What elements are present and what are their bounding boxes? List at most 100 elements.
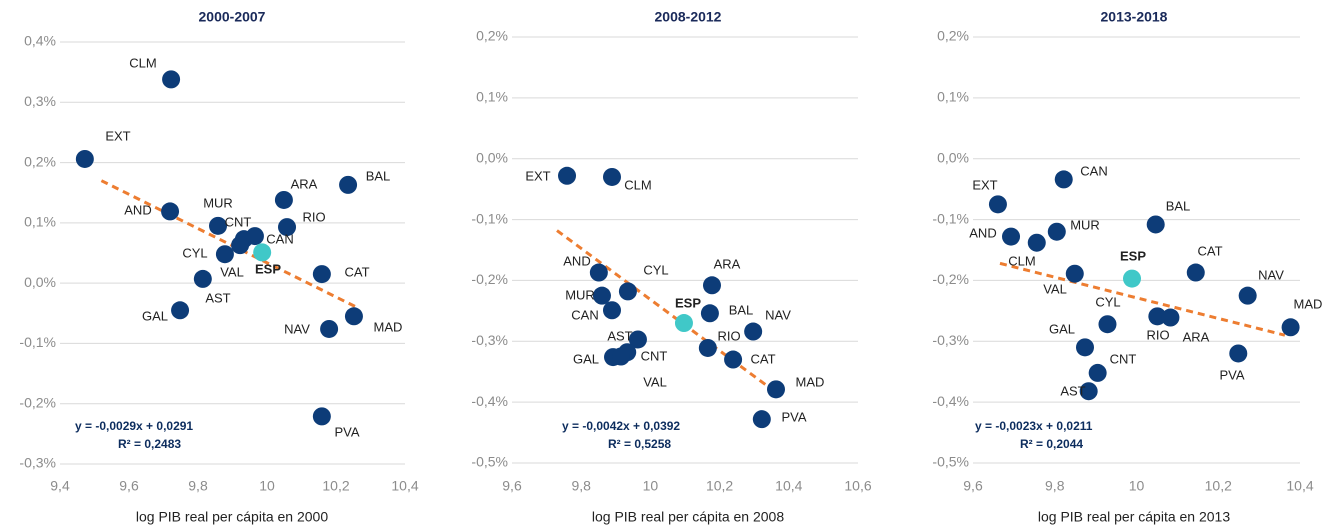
- point-label: VAL: [220, 264, 244, 279]
- data-point: [558, 166, 577, 185]
- point-label: NAV: [765, 307, 791, 322]
- data-point: [253, 243, 272, 262]
- y-tick-label: 0,2%: [24, 153, 56, 169]
- point-label: MAD: [1294, 296, 1323, 311]
- x-tick-label: 10,2: [1205, 478, 1232, 494]
- data-point: [209, 216, 228, 235]
- data-point: [674, 314, 693, 333]
- data-point: [1229, 344, 1248, 363]
- data-point: [1098, 315, 1117, 334]
- data-point: [278, 218, 297, 237]
- y-tick-label: -0,3%: [471, 332, 508, 348]
- point-label: CYL: [182, 245, 207, 260]
- y-tick-label: 0,4%: [24, 33, 56, 49]
- y-tick-label: -0,2%: [932, 271, 969, 287]
- data-point: [1088, 363, 1107, 382]
- data-point: [1047, 222, 1066, 241]
- chart-title: 2013-2018: [1101, 9, 1168, 25]
- point-label: CAN: [266, 231, 293, 246]
- point-label: CNT: [641, 348, 668, 363]
- point-label: RIO: [1146, 327, 1169, 342]
- y-tick-label: -0,5%: [932, 454, 969, 470]
- point-label: CLM: [129, 55, 156, 70]
- point-label: EXT: [105, 128, 130, 143]
- data-point: [274, 190, 293, 209]
- data-point: [162, 70, 181, 89]
- x-tick-label: 10: [643, 478, 659, 494]
- y-tick-label: 0,1%: [24, 214, 56, 230]
- point-label: MUR: [203, 195, 233, 210]
- point-label: PVA: [781, 409, 806, 424]
- point-label: EXT: [972, 177, 997, 192]
- x-tick-label: 10,2: [322, 478, 349, 494]
- point-label: ARA: [291, 176, 318, 191]
- trend-equation: y = -0,0029x + 0,0291: [75, 419, 193, 433]
- point-label: RIO: [302, 209, 325, 224]
- point-label: GAL: [142, 308, 168, 323]
- point-label: ESP: [1120, 248, 1146, 263]
- data-point: [628, 330, 647, 349]
- point-label: EXT: [525, 168, 550, 183]
- point-label: CLM: [1008, 253, 1035, 268]
- data-point: [744, 322, 763, 341]
- point-label: BAL: [729, 302, 754, 317]
- y-tick-label: 0,0%: [937, 149, 969, 165]
- y-tick-label: -0,2%: [471, 271, 508, 287]
- data-point: [698, 338, 717, 357]
- point-label: CNT: [1110, 351, 1137, 366]
- data-point: [161, 202, 180, 221]
- point-label: ESP: [675, 295, 701, 310]
- data-point: [1065, 264, 1084, 283]
- point-label: AND: [124, 202, 151, 217]
- point-label: CAN: [571, 307, 598, 322]
- point-label: AND: [969, 225, 996, 240]
- point-label: RIO: [717, 328, 740, 343]
- data-point: [215, 245, 234, 264]
- data-point: [766, 380, 785, 399]
- r-squared: R² = 0,2044: [1020, 437, 1083, 451]
- data-point: [1161, 308, 1180, 327]
- data-point: [1079, 382, 1098, 401]
- y-tick-label: -0,4%: [932, 393, 969, 409]
- data-point: [245, 227, 264, 246]
- point-label: ARA: [714, 256, 741, 271]
- point-label: CAT: [344, 264, 369, 279]
- trend-line: [556, 229, 782, 397]
- data-point: [724, 350, 743, 369]
- point-label: MUR: [565, 287, 595, 302]
- x-tick-label: 9,8: [571, 478, 591, 494]
- data-point: [1238, 286, 1257, 305]
- point-label: ESP: [255, 261, 281, 276]
- x-tick-label: 10,6: [844, 478, 871, 494]
- chart-title: 2000-2007: [199, 9, 266, 25]
- chart-title: 2008-2012: [655, 9, 722, 25]
- point-label: CAT: [750, 351, 775, 366]
- point-label: MAD: [374, 319, 403, 334]
- point-label: VAL: [1043, 281, 1067, 296]
- r-squared: R² = 0,2483: [118, 437, 181, 451]
- point-label: CAN: [1080, 163, 1107, 178]
- data-point: [1027, 233, 1046, 252]
- y-tick-label: 0,2%: [476, 28, 508, 44]
- point-label: GAL: [1049, 321, 1075, 336]
- x-tick-label: 10,4: [1286, 478, 1313, 494]
- x-axis-title: log PIB real per cápita en 2008: [592, 509, 784, 525]
- y-tick-label: 0,0%: [24, 274, 56, 290]
- point-label: AST: [1060, 383, 1085, 398]
- data-point: [1281, 318, 1300, 337]
- point-label: CLM: [624, 177, 651, 192]
- data-point: [171, 301, 190, 320]
- x-axis-title: log PIB real per cápita en 2013: [1038, 509, 1230, 525]
- data-point: [320, 319, 339, 338]
- x-tick-label: 10: [259, 478, 275, 494]
- y-tick-label: 0,1%: [476, 89, 508, 105]
- x-axis-title: log PIB real per cápita en 2000: [136, 509, 328, 525]
- point-label: PVA: [334, 424, 359, 439]
- point-label: CNT: [225, 214, 252, 229]
- point-label: NAV: [1258, 267, 1284, 282]
- data-point: [602, 301, 621, 320]
- data-point: [1148, 307, 1167, 326]
- point-label: GAL: [573, 351, 599, 366]
- y-tick-label: -0,1%: [471, 210, 508, 226]
